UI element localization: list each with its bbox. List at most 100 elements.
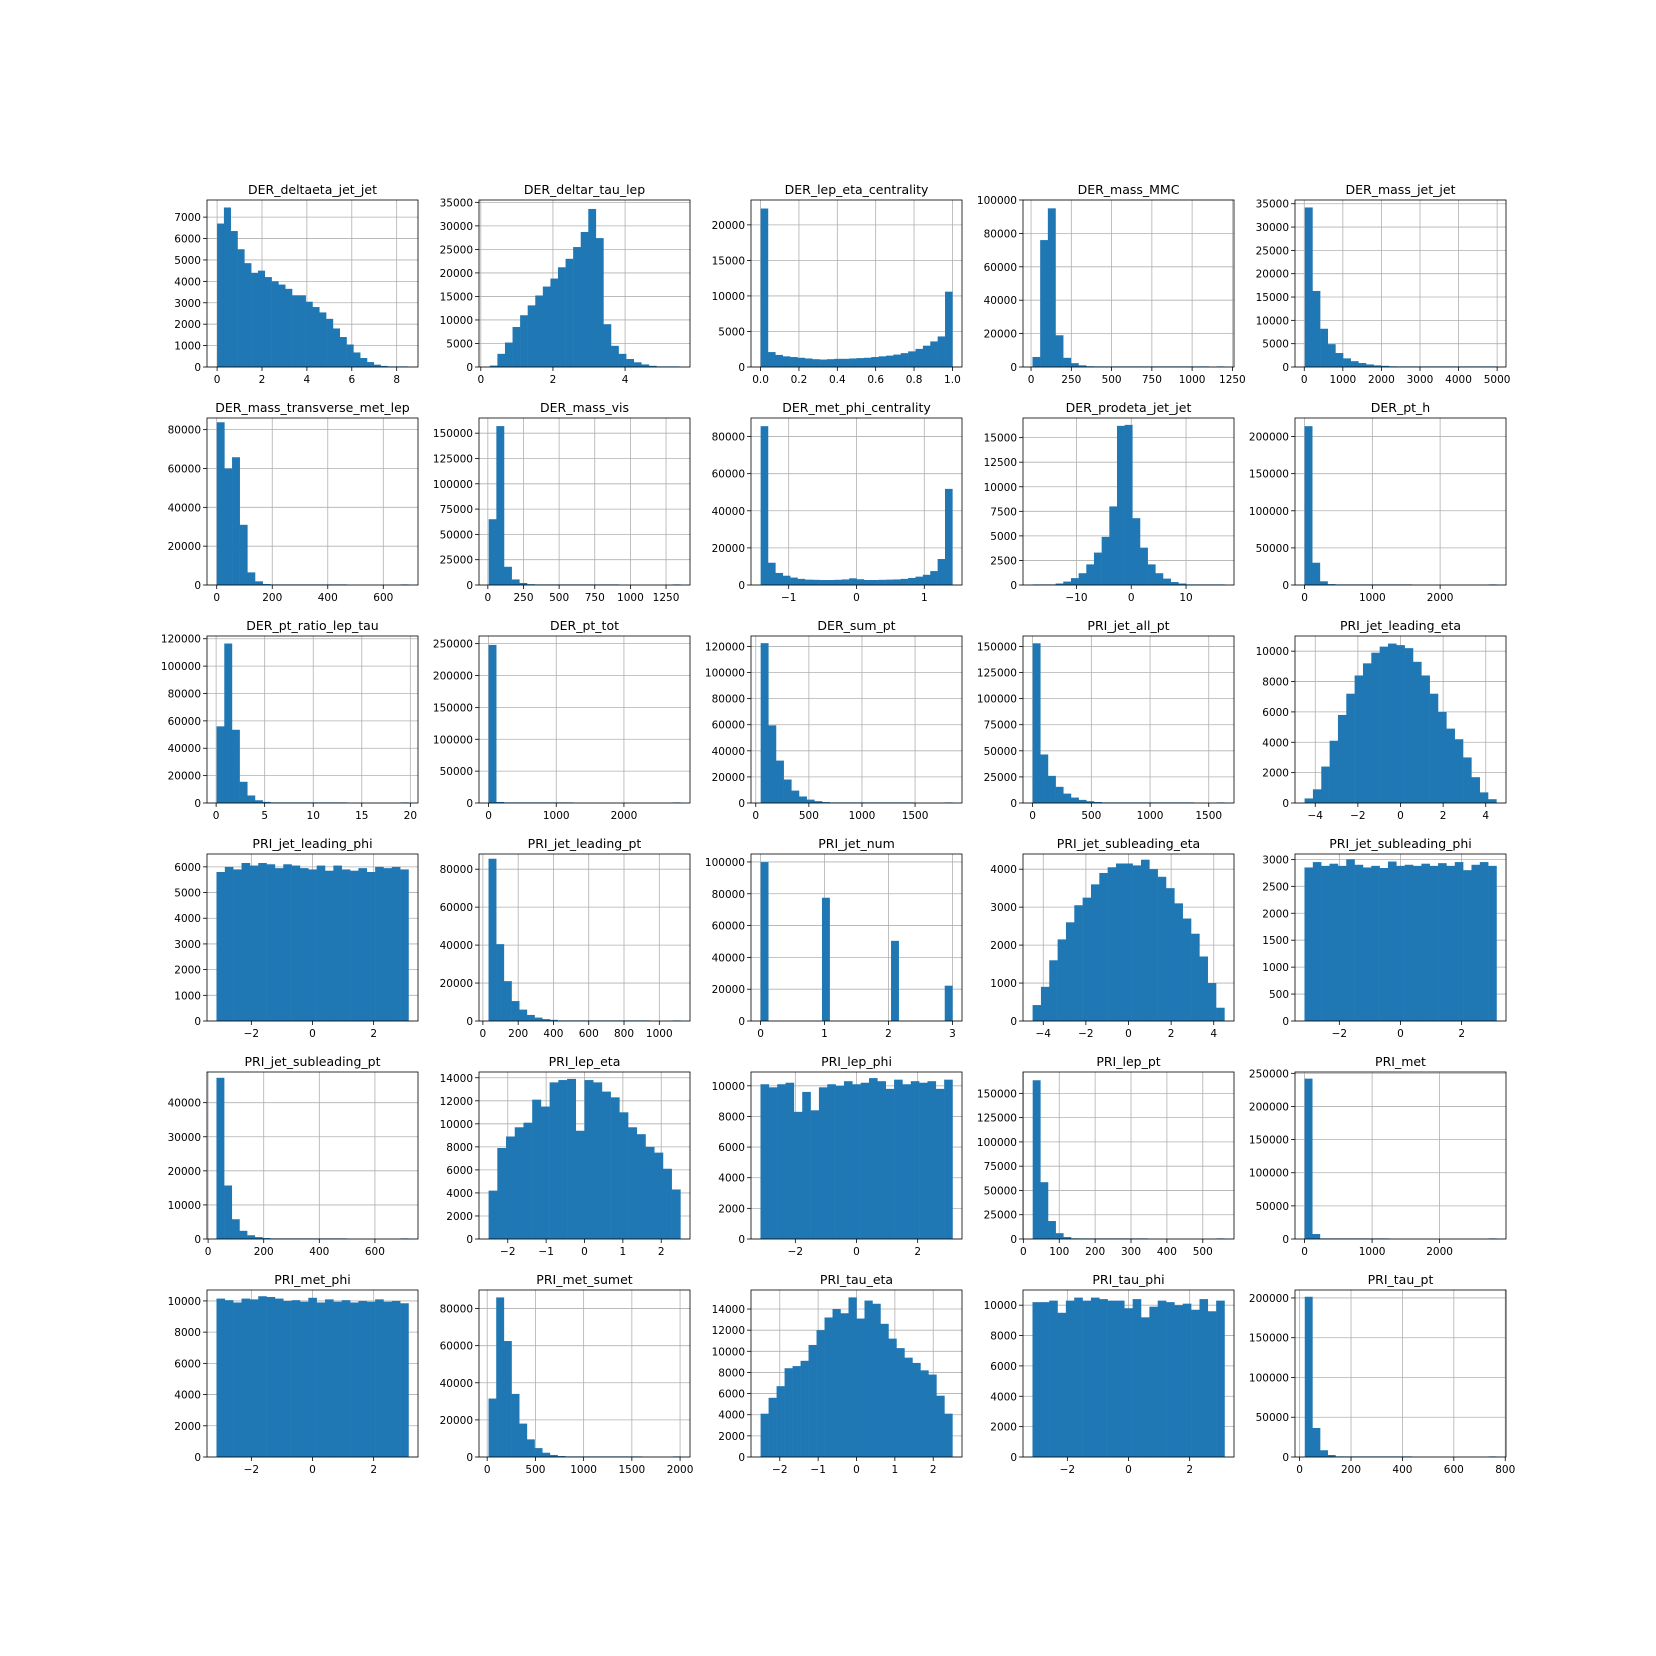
axes-frame	[1294, 1289, 1507, 1458]
histogram-bar	[886, 355, 894, 367]
histogram-bar	[1047, 775, 1056, 803]
panel-title: PRI_met_phi	[274, 1272, 351, 1287]
histogram-bar	[908, 577, 916, 585]
x-tick-label: 250	[1061, 374, 1081, 386]
y-tick-label: 100000	[977, 1137, 1017, 1149]
histogram-bar	[1078, 365, 1087, 367]
histogram-bar	[1132, 865, 1142, 1021]
histogram-bar	[908, 351, 916, 367]
x-tick-label: −4	[1036, 1028, 1052, 1040]
x-tick-label: 1000	[646, 1028, 673, 1040]
histogram-bar	[601, 1091, 611, 1239]
histogram-bar	[511, 1393, 520, 1457]
histogram-bar	[1040, 1182, 1049, 1239]
y-tick-label: 150000	[433, 702, 473, 714]
histogram-bar	[558, 1080, 568, 1239]
histogram-bar	[593, 1082, 603, 1239]
y-tick-label: 150000	[1249, 1333, 1289, 1345]
histogram-bar	[1488, 865, 1497, 1021]
x-tick-label: 1000	[570, 1464, 597, 1476]
y-tick-label: 2000	[718, 1431, 745, 1443]
histogram-bar	[540, 1106, 550, 1239]
histogram-bar	[812, 359, 820, 367]
histogram-bar	[233, 1302, 242, 1457]
histogram-bar	[224, 1300, 234, 1457]
x-tick-label: 0.8	[906, 374, 923, 386]
histogram-bar	[937, 336, 946, 367]
y-tick-label: 2000	[174, 965, 201, 977]
histogram-bar	[824, 1317, 833, 1457]
x-tick-label: 0	[484, 592, 491, 604]
y-tick-label: 75000	[984, 1161, 1017, 1173]
histogram-bar	[1049, 1300, 1058, 1457]
histogram-bar	[662, 1168, 672, 1239]
y-tick-label: 5000	[990, 531, 1017, 543]
y-tick-label: 40000	[712, 746, 745, 758]
x-tick-label: 500	[1193, 1246, 1213, 1258]
y-tick-label: 0	[738, 1016, 745, 1028]
histogram-bar	[826, 359, 835, 367]
histogram-bar	[1312, 862, 1322, 1021]
x-tick-label: −4	[1308, 810, 1324, 822]
y-tick-label: 0	[738, 798, 745, 810]
histogram-bar	[922, 345, 931, 367]
histogram-panel: 0 500 1000 1500 0 20000 40000 60000 80000 100000 1…	[705, 618, 963, 822]
histogram-bar	[264, 277, 272, 367]
histogram-bar	[819, 359, 828, 367]
histogram-bar	[1047, 208, 1056, 367]
histogram-bar	[1346, 859, 1355, 1021]
histogram-bar	[888, 1338, 897, 1457]
y-tick-label: 0	[1282, 1234, 1289, 1246]
histogram-bar	[930, 571, 938, 585]
histogram-bar	[326, 318, 334, 367]
histogram-bar	[391, 1300, 401, 1457]
x-tick-label: −10	[1065, 592, 1087, 604]
histogram-bar	[1312, 789, 1322, 803]
histogram-bar	[366, 1301, 376, 1457]
histogram-bar	[804, 579, 813, 585]
histogram-bar	[900, 578, 909, 585]
histogram-bar	[258, 862, 267, 1021]
y-tick-label: 20000	[984, 329, 1017, 341]
y-tick-label: 25000	[440, 555, 473, 567]
histogram-bar	[885, 1088, 895, 1239]
x-tick-label: 1	[821, 1028, 828, 1040]
histogram-bars	[216, 1077, 409, 1239]
y-tick-label: 2000	[718, 1203, 745, 1215]
histogram-bar	[1065, 1300, 1075, 1457]
x-tick-label: −2	[1060, 1464, 1075, 1476]
histogram-bar	[919, 1082, 928, 1239]
x-tick-label: 750	[1142, 374, 1162, 386]
x-tick-label: 400	[318, 592, 338, 604]
y-tick-label: 50000	[1256, 1201, 1289, 1213]
histogram-panel: −10 0 10 0 2500 5000 7500 10000 12500 15000 DER_pr…	[984, 400, 1235, 604]
axes-frame	[206, 1071, 419, 1240]
histogram-bar	[935, 1088, 945, 1239]
y-tick-label: 5000	[718, 326, 745, 338]
histogram-bar	[871, 357, 879, 367]
histogram-bar	[928, 1374, 937, 1457]
histogram-bar	[1343, 358, 1351, 367]
histogram-bar	[1191, 1309, 1200, 1457]
y-tick-label: 10000	[440, 315, 473, 327]
histogram-bars	[760, 643, 953, 803]
histogram-bar	[1063, 793, 1072, 803]
y-tick-label: 5000	[1262, 339, 1289, 351]
panel-title: DER_pt_ratio_lep_tau	[246, 618, 378, 633]
histogram-bar	[519, 1423, 528, 1457]
histogram-bar	[1387, 643, 1397, 803]
x-tick-label: 10	[1179, 592, 1192, 604]
histogram-bar	[375, 1299, 384, 1457]
histogram-bar	[1366, 364, 1374, 367]
y-tick-label: 100000	[161, 661, 201, 673]
y-tick-label: 4000	[446, 1188, 473, 1200]
histogram-bar	[230, 231, 238, 367]
y-tick-label: 20000	[440, 1415, 473, 1427]
y-tick-label: 4000	[174, 913, 201, 925]
panel-title: PRI_jet_leading_phi	[252, 836, 372, 851]
x-tick-label: 600	[579, 1028, 599, 1040]
x-tick-label: 1500	[902, 810, 929, 822]
y-tick-label: 2500	[990, 555, 1017, 567]
histogram-bars	[489, 208, 680, 367]
histogram-bar	[1048, 1221, 1056, 1239]
